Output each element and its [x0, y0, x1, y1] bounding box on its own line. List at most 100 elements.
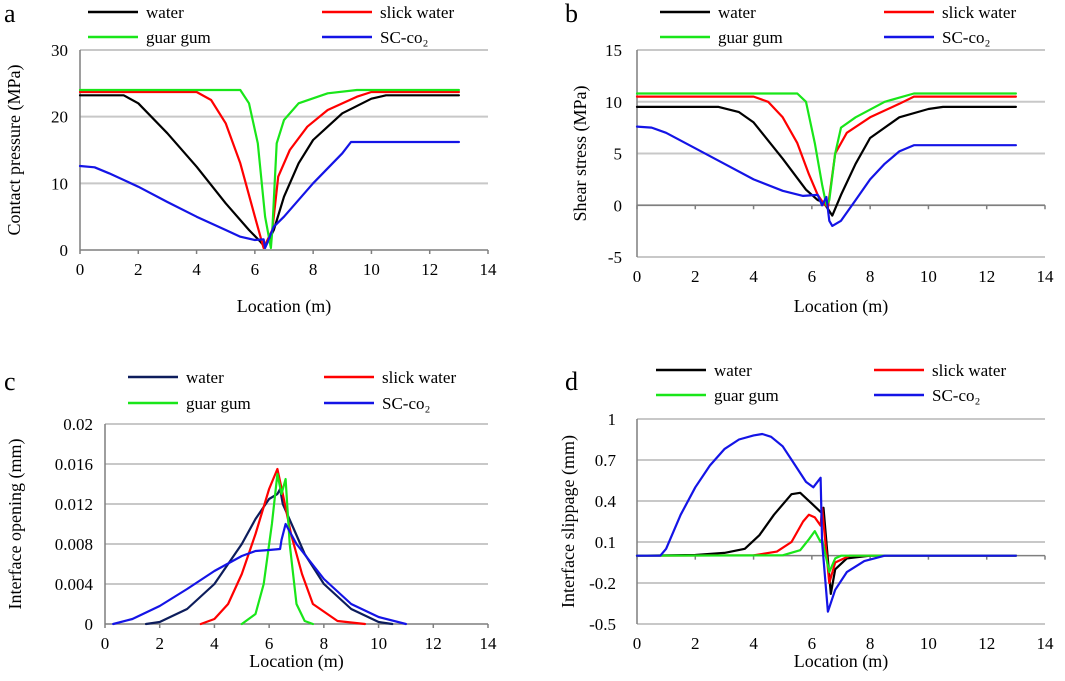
series-line-slick-water — [199, 467, 366, 626]
legend-label: guar gum — [714, 386, 779, 405]
series-line-guar-gum — [635, 530, 1017, 574]
y-tick-label: -5 — [608, 248, 622, 267]
y-axis-title: Interface opening (mm) — [5, 439, 26, 610]
y-tick-label: 0.1 — [595, 533, 616, 552]
x-tick-label: 8 — [866, 634, 875, 653]
legend-label: SC-co₂ — [380, 28, 428, 47]
y-tick-label: 0.02 — [63, 415, 93, 434]
panel-label: a — [4, 0, 16, 28]
panel-label: c — [4, 367, 16, 396]
x-tick-label: 10 — [363, 260, 380, 279]
series-line-sc-co- — [112, 522, 407, 626]
panel-label: b — [565, 0, 578, 28]
y-tick-label: 15 — [605, 41, 622, 60]
y-axis-title: Shear stress (MPa) — [570, 86, 591, 222]
x-tick-label: 2 — [155, 634, 164, 653]
legend-label: water — [146, 3, 184, 22]
x-tick-label: 12 — [425, 634, 442, 653]
x-tick-label: 14 — [1037, 634, 1055, 653]
y-tick-label: 0 — [60, 241, 69, 260]
x-tick-label: 0 — [76, 260, 85, 279]
x-tick-label: 2 — [691, 634, 700, 653]
legend-label: SC-co₂ — [942, 28, 990, 47]
x-tick-label: 6 — [808, 267, 817, 286]
legend-label: guar gum — [146, 28, 211, 47]
x-tick-label: 14 — [480, 260, 498, 279]
legend-label: slick water — [942, 3, 1016, 22]
legend-label: slick water — [380, 3, 454, 22]
x-axis-title: Location (m) — [794, 651, 888, 672]
series-line-guar-gum — [240, 472, 314, 626]
x-axis-title: Location (m) — [794, 296, 888, 317]
legend-label: water — [186, 368, 224, 387]
legend-label: SC-co₂ — [382, 394, 430, 413]
x-tick-label: 10 — [370, 634, 387, 653]
x-tick-label: 12 — [978, 267, 995, 286]
chart-panel-a: a 0 10 20 30 0 2 4 6 8 10 12 14 Location (m) Contact p… — [4, 0, 497, 317]
y-tick-label: 0.7 — [595, 451, 617, 470]
series-line-water — [635, 491, 1017, 595]
x-axis-title: Location (m) — [237, 296, 331, 317]
legend-label: water — [714, 361, 752, 380]
series-line-slick-water — [78, 90, 460, 250]
y-tick-label: 0.008 — [55, 535, 93, 554]
x-tick-label: 4 — [749, 634, 758, 653]
y-tick-label: 0.4 — [595, 492, 617, 511]
y-tick-label: 0 — [614, 196, 623, 215]
x-tick-label: 8 — [309, 260, 318, 279]
series-line-slick-water — [635, 506, 1017, 585]
series-line-water — [144, 487, 394, 626]
chart-panel-c: c 0 0.004 0.008 0.012 0.016 0.02 0 2 4 6 8 10 12 14 Loc… — [4, 367, 497, 672]
x-tick-label: 0 — [633, 267, 642, 286]
x-tick-label: 14 — [480, 634, 498, 653]
x-axis-title: Location (m) — [249, 651, 343, 672]
panel-label: d — [565, 367, 578, 396]
legend-label: guar gum — [718, 28, 783, 47]
series-line-slick-water — [635, 95, 1017, 209]
x-tick-label: 6 — [251, 260, 260, 279]
x-tick-label: 8 — [866, 267, 875, 286]
series-line-guar-gum — [78, 88, 460, 250]
x-tick-label: 4 — [192, 260, 201, 279]
y-tick-label: 0 — [85, 615, 94, 634]
series-line-water — [78, 94, 460, 249]
y-tick-label: 30 — [51, 41, 68, 60]
x-tick-label: 12 — [421, 260, 438, 279]
x-tick-label: 4 — [749, 267, 758, 286]
x-tick-label: 4 — [210, 634, 219, 653]
y-tick-label: 0.004 — [55, 575, 94, 594]
y-tick-label: 10 — [51, 174, 68, 193]
x-tick-label: 0 — [633, 634, 642, 653]
legend-label: water — [718, 3, 756, 22]
series-line-sc-co- — [78, 140, 460, 250]
x-tick-label: 2 — [691, 267, 700, 286]
series-line-sc-co- — [635, 432, 1017, 613]
y-axis-title: Interface slippage (mm) — [558, 435, 579, 608]
legend-label: guar gum — [186, 394, 251, 413]
y-tick-label: -0.5 — [589, 615, 616, 634]
x-tick-label: 12 — [978, 634, 995, 653]
y-tick-label: 5 — [614, 145, 623, 164]
legend-label: slick water — [932, 361, 1006, 380]
y-tick-label: 10 — [605, 93, 622, 112]
x-tick-label: 2 — [134, 260, 143, 279]
y-tick-label: 0.016 — [55, 455, 93, 474]
x-tick-label: 10 — [920, 634, 937, 653]
series-line-guar-gum — [635, 92, 1017, 207]
legend-label: SC-co₂ — [932, 386, 980, 405]
legend-label: slick water — [382, 368, 456, 387]
x-tick-label: 14 — [1037, 267, 1055, 286]
y-tick-label: 20 — [51, 108, 68, 127]
y-axis-title: Contact pressure (MPa) — [4, 65, 25, 236]
chart-panel-b: b -5 0 5 10 15 0 2 4 6 8 10 12 14 Location (m) Shear st… — [565, 0, 1054, 317]
x-tick-label: 6 — [808, 634, 817, 653]
x-tick-label: 10 — [920, 267, 937, 286]
y-tick-label: -0.2 — [589, 574, 616, 593]
x-tick-label: 0 — [101, 634, 110, 653]
x-tick-label: 6 — [265, 634, 274, 653]
x-tick-label: 8 — [320, 634, 329, 653]
y-tick-label: 1 — [608, 410, 617, 429]
y-tick-label: 0.012 — [55, 495, 93, 514]
